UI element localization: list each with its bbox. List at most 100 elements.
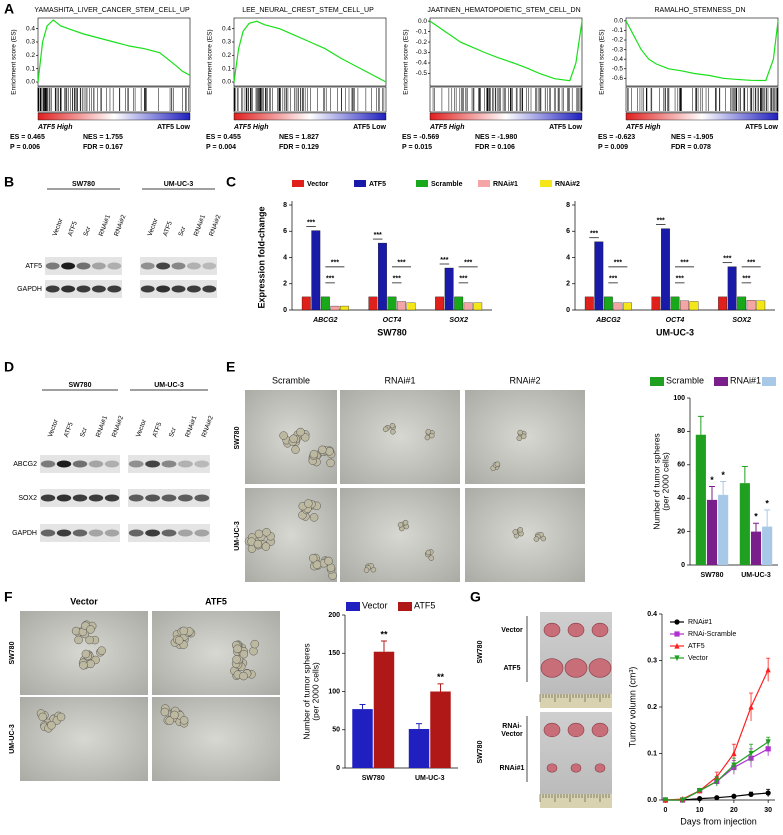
bar	[670, 296, 680, 311]
blot-band	[61, 262, 76, 270]
gsea-stat: ES = -0.623	[598, 134, 635, 141]
marker	[674, 655, 680, 662]
bar	[651, 296, 661, 311]
sphere-cell	[402, 519, 409, 526]
sphere-cell	[308, 553, 318, 563]
tumor	[594, 763, 606, 773]
cell-line-label: UM-UC-3	[164, 181, 194, 188]
sphere-cell	[233, 644, 242, 654]
sphere-cell	[512, 529, 519, 535]
y-tick-label: 8	[283, 202, 287, 209]
rank-colorbar	[233, 112, 387, 121]
column-label: ATF5	[205, 596, 227, 606]
y-tick-label: -0.1	[612, 27, 624, 34]
lane-label: Vector	[47, 418, 60, 438]
lane-label: RNAi#1	[184, 414, 198, 438]
lane-label: RNAi#2	[111, 414, 125, 438]
legend-swatch	[714, 377, 728, 386]
bar	[737, 296, 747, 311]
sphere-cell	[533, 536, 540, 542]
blot-band	[61, 285, 76, 293]
sphere-cell	[428, 555, 435, 561]
y-tick-label: 150	[328, 650, 340, 657]
sig-label: ***	[464, 260, 472, 267]
tumor	[546, 763, 558, 773]
y-axis-label: Enrichment score (ES)	[207, 29, 214, 94]
y-tick-label: 4	[566, 254, 570, 261]
bar	[378, 242, 387, 311]
row-label: ABCG2	[13, 461, 37, 468]
bar	[311, 230, 321, 311]
category-label: OCT4	[666, 317, 685, 324]
marker	[765, 666, 771, 673]
error-bar	[437, 683, 444, 692]
marker	[674, 642, 680, 649]
micrograph	[465, 488, 585, 582]
y-axis-label: Enrichment score (ES)	[11, 29, 18, 94]
group-label: UM-UC-3	[656, 327, 694, 337]
lane-label: RNAi#2	[113, 213, 127, 237]
blot-band	[202, 262, 217, 270]
y-tick-label: 0.2	[222, 52, 231, 59]
bar	[689, 301, 699, 311]
sphere-cell	[382, 426, 389, 433]
legend-swatch	[478, 180, 490, 187]
y-tick-label: -0.3	[612, 46, 624, 53]
right-label: ATF5 Low	[549, 124, 582, 131]
marker	[748, 750, 754, 757]
blot-band	[56, 460, 72, 468]
gsea-stat: P = 0.004	[206, 144, 236, 151]
legend-swatch	[540, 180, 552, 187]
blot-band	[145, 494, 160, 502]
right-label: ATF5 Low	[353, 124, 386, 131]
gsea-title: RAMALHO_STEMNESS_DN	[654, 7, 745, 14]
bar	[706, 499, 718, 565]
bar	[330, 305, 340, 311]
y-tick-label: -0.4	[416, 60, 428, 67]
marker	[731, 793, 737, 799]
category-label: SOX2	[449, 317, 468, 324]
blot-band	[88, 529, 104, 537]
tumor	[543, 622, 561, 638]
blot-band	[72, 494, 88, 502]
plot-frame	[429, 17, 583, 87]
y-tick-label: 0.0	[647, 797, 657, 804]
sig-label: ***	[393, 276, 401, 283]
lane-label: Vector	[52, 217, 65, 237]
sphere-cell	[86, 625, 95, 634]
y-tick-label: 0.3	[222, 39, 231, 46]
y-tick-label: 0.0	[26, 79, 35, 86]
y-tick-label: 0	[681, 562, 685, 569]
legend-label: Scramble	[666, 375, 704, 385]
sphere-cell	[279, 431, 288, 440]
sphere-cell	[250, 639, 260, 649]
sig-label: ***	[331, 260, 339, 267]
tumor	[564, 658, 588, 678]
left-label: ATF5 High	[233, 124, 268, 131]
es-curve	[233, 20, 387, 83]
sphere-cell	[494, 461, 501, 468]
panel-letter: C	[226, 174, 236, 190]
sphere-cell	[165, 716, 174, 725]
y-tick-label: 0.1	[26, 65, 35, 72]
blot-band	[178, 529, 193, 537]
legend-swatch	[398, 602, 412, 611]
legend-swatch	[416, 180, 428, 187]
gsea-stat: P = 0.006	[10, 144, 40, 151]
blot-band	[161, 529, 177, 537]
legend-label: RNAi#1	[493, 181, 518, 188]
category-label: SW780	[701, 572, 724, 579]
y-axis-label: Expression fold-change	[256, 206, 266, 308]
sig-label: ***	[723, 256, 731, 263]
lane-label: ATF5	[152, 421, 164, 438]
sig-label: ***	[609, 276, 617, 283]
marker	[748, 791, 754, 798]
marker	[765, 739, 771, 745]
gsea-stat: NES = 1.755	[83, 134, 123, 141]
bar	[408, 728, 430, 768]
sphere-cell	[425, 549, 432, 556]
row-label: SOX2	[18, 495, 37, 502]
marker	[714, 778, 720, 785]
lane-label: Scr	[168, 426, 178, 438]
